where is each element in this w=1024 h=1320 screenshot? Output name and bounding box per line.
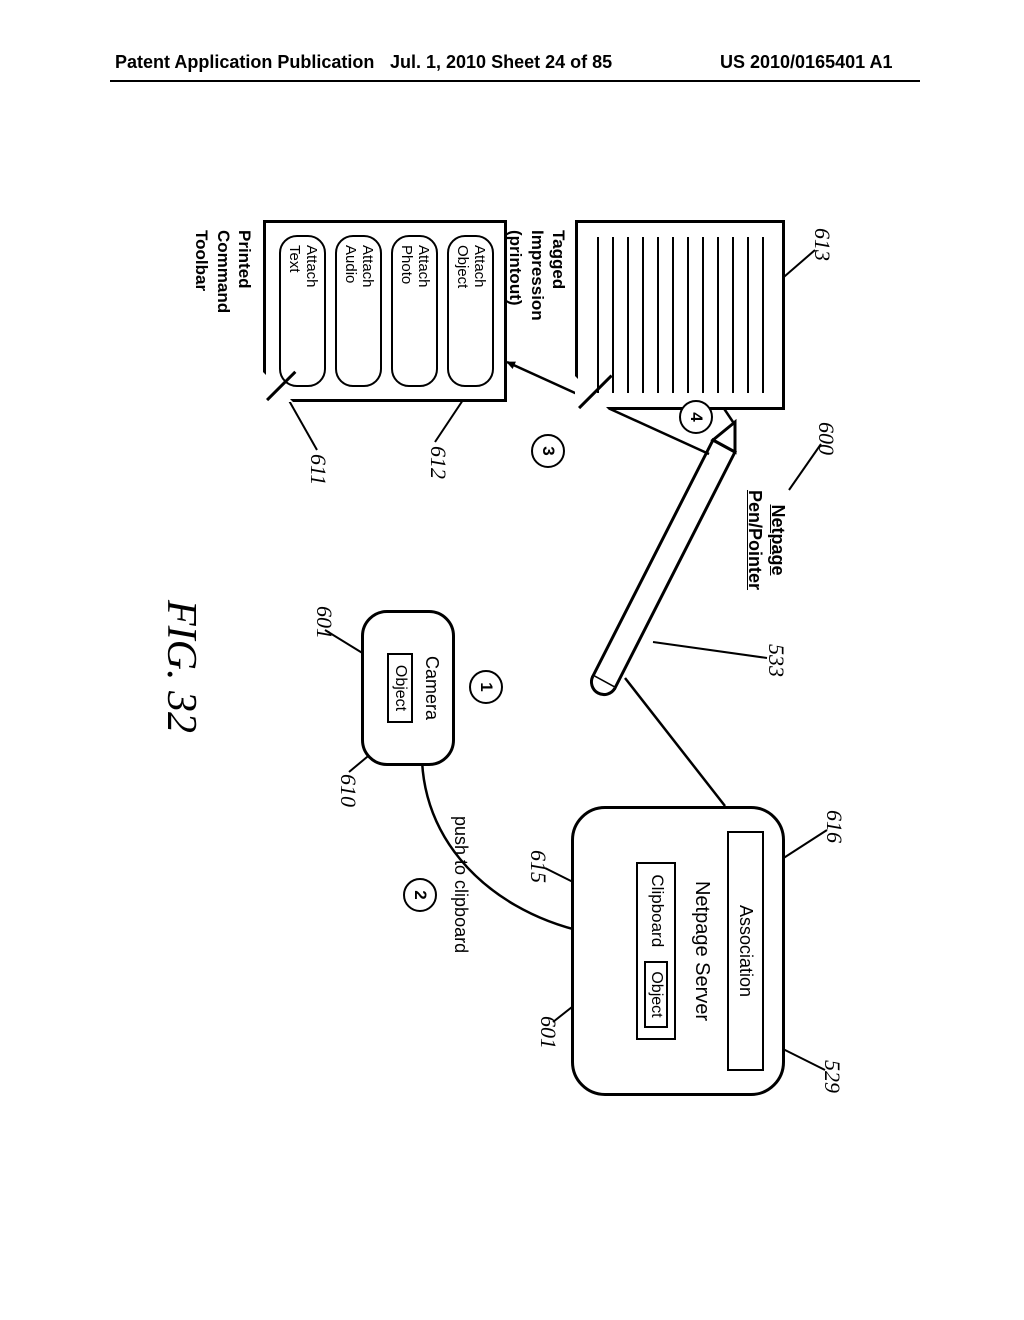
header-rule xyxy=(110,80,920,82)
printout-caption-l3: (printout) xyxy=(505,230,526,321)
ref-611: 611 xyxy=(305,454,331,485)
header-left: Patent Application Publication xyxy=(115,52,374,73)
cmd-line1: Attach xyxy=(471,245,488,377)
printout-line xyxy=(717,237,719,393)
ref-615: 615 xyxy=(525,850,551,883)
header-right: US 2010/0165401 A1 xyxy=(720,52,892,73)
step-2: 2 xyxy=(403,878,437,912)
server-object: Object xyxy=(644,961,668,1027)
pen-label-l1: Netpage xyxy=(767,470,790,610)
step-3: 3 xyxy=(531,434,565,468)
cmd-line2: Audio xyxy=(342,245,359,377)
printout-line xyxy=(657,237,659,393)
printout-caption-l1: Tagged xyxy=(548,230,569,321)
printout-line xyxy=(747,237,749,393)
cmd-line2: Object xyxy=(454,245,471,377)
attach-object-button[interactable]: AttachObject xyxy=(447,235,494,387)
header-center: Jul. 1, 2010 Sheet 24 of 85 xyxy=(390,52,612,73)
diagram-rotated-wrap: Tagged Impression (printout) 613 AttachO… xyxy=(35,280,975,1040)
attach-audio-button[interactable]: AttachAudio xyxy=(335,235,382,387)
camera-object: Object xyxy=(387,653,413,723)
toolbar-caption-l1: Printed xyxy=(234,230,255,313)
attach-text-button[interactable]: AttachText xyxy=(279,235,326,387)
attach-photo-button[interactable]: AttachPhoto xyxy=(391,235,438,387)
ref-600: 600 xyxy=(813,422,839,455)
tagged-impression xyxy=(575,220,785,410)
ref-601-camera: 601 xyxy=(311,606,337,639)
clipboard-box: Clipboard Object xyxy=(636,862,676,1039)
printout-caption-l2: Impression xyxy=(527,230,548,321)
diagram-viewport: Tagged Impression (printout) 613 AttachO… xyxy=(125,190,885,1130)
command-toolbar: AttachObjectAttachPhotoAttachAudioAttach… xyxy=(263,220,507,402)
clipboard-label: Clipboard xyxy=(648,874,667,947)
pen-shape xyxy=(591,422,735,695)
printout-line xyxy=(702,237,704,393)
printout-line xyxy=(597,237,599,393)
cmd-line1: Attach xyxy=(303,245,320,377)
ref-612: 612 xyxy=(425,446,451,479)
camera-title: Camera xyxy=(421,613,442,763)
printout-line xyxy=(612,237,614,393)
ref-616: 616 xyxy=(821,810,847,843)
pen-label: Netpage Pen/Pointer xyxy=(744,470,789,610)
printout-line xyxy=(762,237,764,393)
netpage-server-box: Association Netpage Server Clipboard Obj… xyxy=(571,806,785,1096)
ref-613: 613 xyxy=(809,228,835,261)
printout-caption: Tagged Impression (printout) xyxy=(505,230,569,321)
camera-box: Camera Object xyxy=(361,610,455,766)
toolbar-caption-l2: Command xyxy=(213,230,234,313)
cmd-line2: Text xyxy=(286,245,303,377)
printout-line xyxy=(732,237,734,393)
cmd-line1: Attach xyxy=(415,245,432,377)
ref-610: 610 xyxy=(335,774,361,807)
printout-line xyxy=(642,237,644,393)
ref-601-server: 601 xyxy=(535,1016,561,1049)
step-4: 4 xyxy=(679,400,713,434)
ref-533: 533 xyxy=(763,644,789,677)
ref-529: 529 xyxy=(819,1060,845,1093)
toolbar-caption: Printed Command Toolbar xyxy=(191,230,255,313)
push-label: push to clipboard xyxy=(450,816,471,953)
printout-lines xyxy=(626,237,764,393)
association-box: Association xyxy=(727,831,764,1071)
figure-label: FIG. 32 xyxy=(157,600,205,733)
printout-line xyxy=(672,237,674,393)
pen-label-l2: Pen/Pointer xyxy=(744,470,767,610)
toolbar-caption-l3: Toolbar xyxy=(191,230,212,313)
printout-line xyxy=(627,237,629,393)
server-title: Netpage Server xyxy=(690,809,713,1093)
cmd-line1: Attach xyxy=(359,245,376,377)
cmd-line2: Photo xyxy=(398,245,415,377)
printout-line xyxy=(687,237,689,393)
step-1: 1 xyxy=(469,670,503,704)
